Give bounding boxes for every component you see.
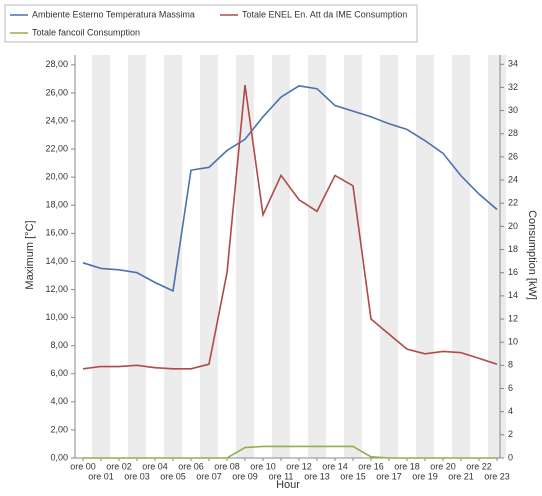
band: [452, 55, 470, 458]
x-tick-label: ore 23: [484, 471, 510, 481]
y-tick-label: 6,00: [50, 368, 68, 378]
y2-tick-label: 26: [508, 151, 518, 161]
series-line: [83, 445, 497, 459]
y2-tick-label: 24: [508, 174, 518, 184]
x-tick-label: ore 10: [250, 461, 276, 471]
y2-tick-label: 30: [508, 105, 518, 115]
x-tick-label: ore 20: [430, 461, 456, 471]
band: [344, 55, 362, 458]
y2-tick-label: 28: [508, 128, 518, 138]
band: [92, 55, 110, 458]
y-tick-label: 4,00: [50, 396, 68, 406]
y-tick-label: 20,00: [45, 172, 68, 182]
y2-tick-label: 0: [508, 452, 513, 462]
y2-axis-title: Consumption [kW]: [526, 210, 538, 300]
x-tick-label: ore 07: [196, 471, 222, 481]
x-tick-label: ore 09: [232, 471, 258, 481]
y-tick-label: 2,00: [50, 424, 68, 434]
legend-label: Totale ENEL En. Att da IME Consumption: [242, 9, 407, 19]
x-tick-label: ore 01: [88, 471, 114, 481]
x-tick-label: ore 04: [142, 461, 168, 471]
y2-tick-label: 8: [508, 360, 513, 370]
band: [164, 55, 182, 458]
y-tick-label: 14,00: [45, 256, 68, 266]
y-tick-label: 12,00: [45, 284, 68, 294]
series-line: [82, 85, 498, 293]
y-tick-label: 18,00: [45, 200, 68, 210]
x-tick-label: ore 15: [340, 471, 366, 481]
x-tick-label: ore 00: [70, 461, 96, 471]
x-tick-label: ore 14: [322, 461, 348, 471]
y2-tick-label: 12: [508, 313, 518, 323]
x-tick-label: ore 08: [214, 461, 240, 471]
y2-tick-label: 32: [508, 82, 518, 92]
x-tick-label: ore 21: [448, 471, 474, 481]
x-tick-label: ore 12: [286, 461, 312, 471]
y2-tick-label: 6: [508, 383, 513, 393]
y2-tick-label: 10: [508, 337, 518, 347]
y-axis-title: Maximum [°C]: [24, 220, 36, 289]
y2-tick-label: 14: [508, 290, 518, 300]
y2-tick-label: 20: [508, 221, 518, 231]
y-tick-label: 26,00: [45, 87, 68, 97]
band-layer: [92, 55, 506, 458]
y2-tick-label: 18: [508, 244, 518, 254]
x-tick-label: ore 19: [412, 471, 438, 481]
x-tick-label: ore 06: [178, 461, 204, 471]
y2-tick-label: 16: [508, 267, 518, 277]
band: [308, 55, 326, 458]
x-tick-label: ore 13: [304, 471, 330, 481]
series-line: [82, 84, 498, 370]
y2-tick-label: 2: [508, 429, 513, 439]
x-tick-label: ore 18: [394, 461, 420, 471]
y-tick-label: 24,00: [45, 115, 68, 125]
y2-tick-label: 4: [508, 406, 513, 416]
y-tick-label: 16,00: [45, 228, 68, 238]
x-tick-label: ore 17: [376, 471, 402, 481]
legend-box: [4, 4, 418, 43]
band: [380, 55, 398, 458]
x-tick-label: ore 16: [358, 461, 384, 471]
x-tick-label: ore 22: [466, 461, 492, 471]
x-tick-label: ore 02: [106, 461, 132, 471]
legend-label: Totale fancoil Consumption: [32, 27, 140, 37]
x-tick-label: ore 05: [160, 471, 186, 481]
legend-label: Ambiente Esterno Temperatura Massima: [32, 9, 195, 19]
band: [236, 55, 254, 458]
band: [416, 55, 434, 458]
y-tick-label: 22,00: [45, 143, 68, 153]
y-tick-label: 10,00: [45, 312, 68, 322]
band: [488, 55, 506, 458]
y-tick-label: 8,00: [50, 340, 68, 350]
x-tick-label: ore 11: [269, 471, 294, 481]
y2-tick-label: 22: [508, 198, 518, 208]
x-tick-label: ore 03: [124, 471, 150, 481]
y-tick-label: 28,00: [45, 59, 68, 69]
y-tick-label: 0,00: [50, 452, 68, 462]
band: [128, 55, 146, 458]
band: [200, 55, 218, 458]
band: [272, 55, 290, 458]
y2-tick-label: 34: [508, 59, 518, 69]
x-axis-title: Hour: [276, 479, 300, 491]
